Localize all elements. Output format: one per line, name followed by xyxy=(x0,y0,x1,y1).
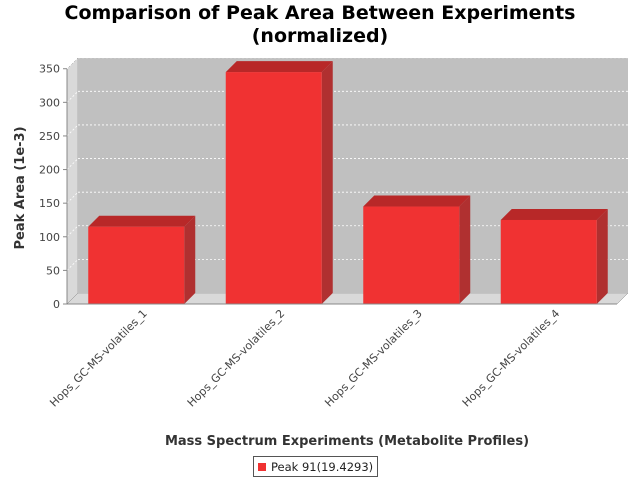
bar-side xyxy=(459,195,471,304)
grid-line-wall xyxy=(66,91,79,103)
bar-side xyxy=(596,208,608,304)
chart-title-line-1: Comparison of Peak Area Between Experime… xyxy=(64,2,576,24)
y-tick-label: 100 xyxy=(39,231,60,244)
bar-front xyxy=(363,206,460,304)
bar-front xyxy=(88,226,185,304)
grid-line-wall xyxy=(66,259,79,271)
bar xyxy=(88,215,196,304)
x-tick-label: Hops_GC-MS-volatiles_4 xyxy=(460,307,563,410)
y-tick-label: 350 xyxy=(39,63,60,76)
bar-top xyxy=(225,61,333,73)
grid-lines xyxy=(66,57,628,271)
chart-title: Comparison of Peak Area Between Experime… xyxy=(0,2,640,48)
x-axis-label: Mass Spectrum Experiments (Metabolite Pr… xyxy=(165,434,529,449)
bar-top xyxy=(88,215,196,227)
bar xyxy=(500,208,608,304)
grid-line-wall xyxy=(66,225,79,238)
bar-front xyxy=(500,219,597,304)
legend: Peak 91(19.4293) xyxy=(253,456,379,477)
bar-side xyxy=(184,215,196,304)
bar-top xyxy=(363,195,471,207)
legend-swatch xyxy=(258,462,266,471)
y-tick-label: 200 xyxy=(39,164,60,177)
y-tick-label: 50 xyxy=(46,264,60,277)
y-tick-label: 150 xyxy=(39,197,60,210)
x-axis: Hops_GC-MS-volatiles_1 Hops_GC-MS-volatil… xyxy=(47,303,617,410)
x-tick-label: Hops_GC-MS-volatiles_3 xyxy=(322,307,425,410)
bars xyxy=(88,61,608,305)
grid-line-wall xyxy=(66,124,79,137)
y-axis-label: Peak Area (1e-3) xyxy=(13,126,28,249)
x-tick-label: Hops_GC-MS-volatiles_1 xyxy=(47,307,150,410)
grid-line-wall xyxy=(66,57,79,70)
chart-title-line-2: (normalized) xyxy=(251,25,389,47)
grid-line-wall xyxy=(66,158,79,170)
y-tick-label: 0 xyxy=(53,298,60,311)
y-tick-label: 300 xyxy=(39,96,60,109)
y-tick-label: 250 xyxy=(39,130,60,143)
bar-front xyxy=(225,72,322,304)
bar-top xyxy=(500,208,608,220)
grid-line-wall xyxy=(66,191,79,204)
y-axis: 0 50 100 150 200 250 300 350 xyxy=(39,63,68,311)
bar xyxy=(363,195,471,304)
bar xyxy=(225,61,333,305)
x-tick-label: Hops_GC-MS-volatiles_2 xyxy=(185,307,288,410)
bar-side xyxy=(321,61,333,305)
left-wall xyxy=(66,57,79,305)
legend-label: Peak 91(19.4293) xyxy=(271,459,374,474)
